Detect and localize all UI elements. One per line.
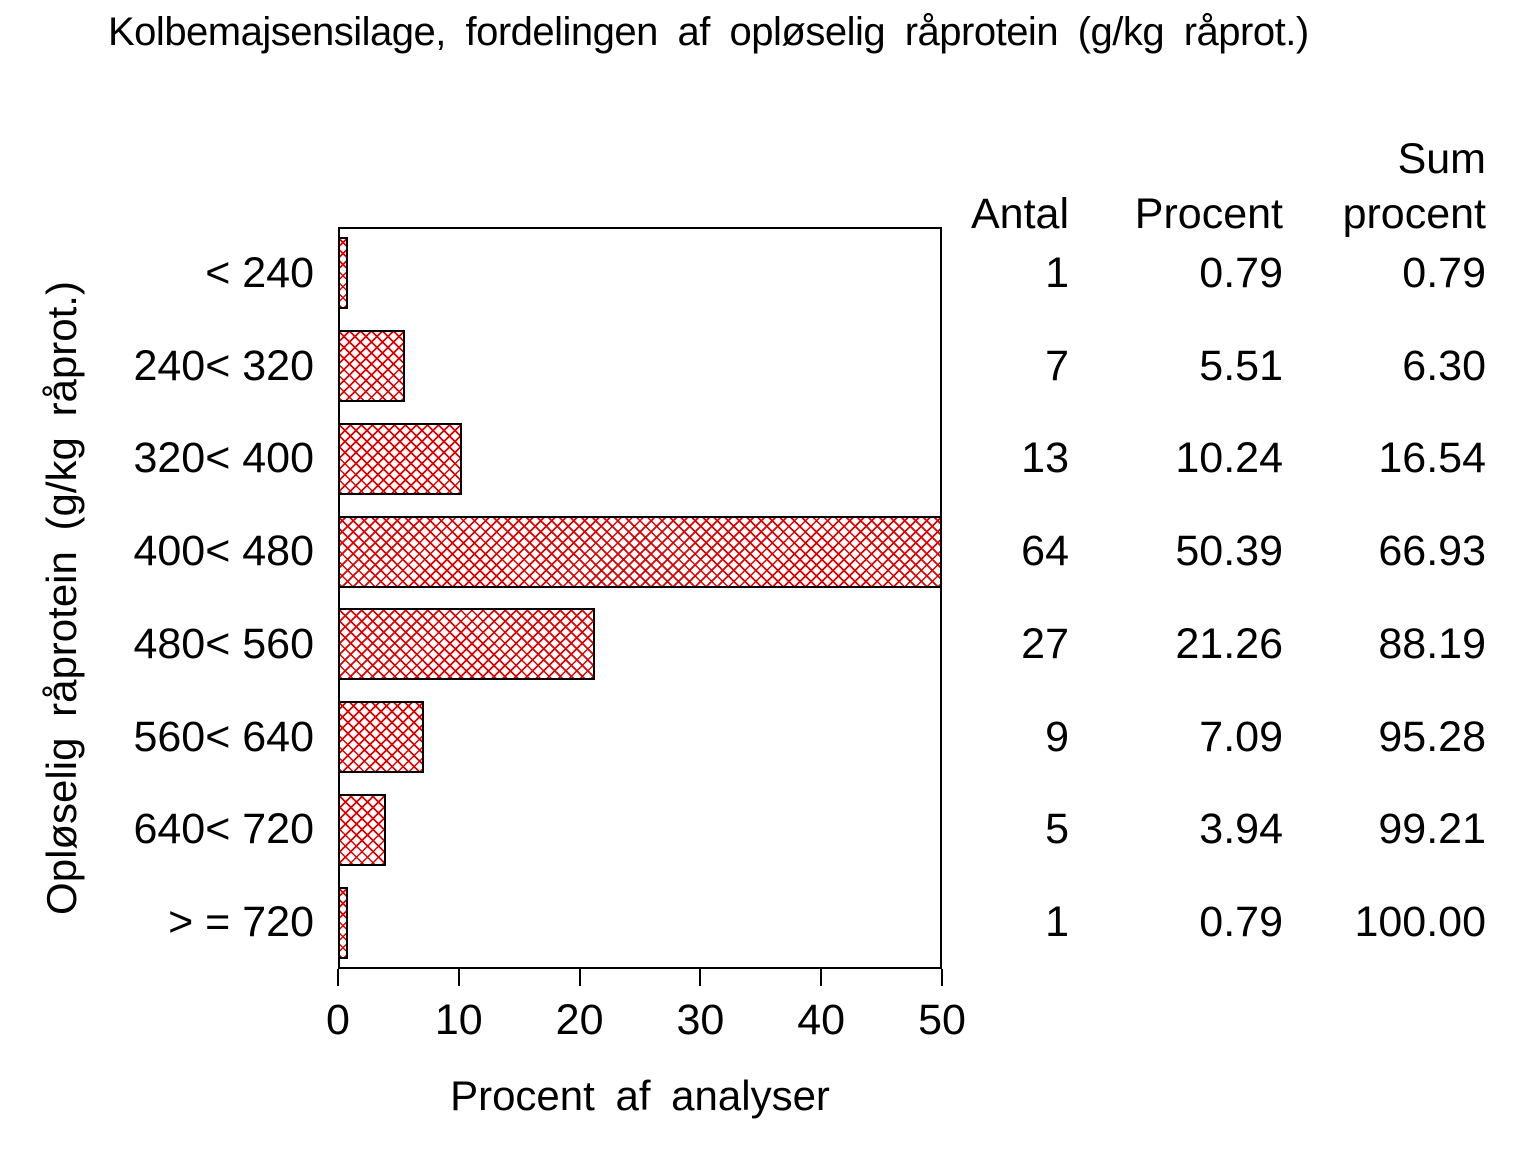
sum-procent-cell: 16.54 — [1378, 434, 1486, 483]
table-header-row: Antal Procent Sum procent — [0, 0, 1486, 242]
x-tick — [820, 969, 823, 986]
x-axis-ticks — [337, 969, 943, 987]
procent-cell: 5.51 — [1199, 341, 1283, 390]
antal-cell: 1 — [1045, 248, 1069, 297]
table-row: 400< 480 64 50.39 66.93 — [0, 505, 1486, 598]
antal-cell: 5 — [1045, 805, 1069, 854]
category-label: < 240 — [205, 248, 314, 297]
category-label: 320< 400 — [133, 434, 314, 483]
column-header-sum-line1: Sum — [1397, 134, 1486, 183]
sum-procent-cell: 100.00 — [1354, 898, 1486, 947]
category-label: 480< 560 — [133, 619, 314, 668]
category-label: 240< 320 — [133, 341, 314, 390]
category-label: > = 720 — [168, 898, 314, 947]
procent-cell: 7.09 — [1199, 712, 1283, 761]
table-row: < 240 1 0.79 0.79 — [0, 227, 1486, 320]
x-tick-label: 20 — [555, 996, 604, 1044]
procent-cell: 50.39 — [1175, 527, 1283, 576]
sum-procent-cell: 0.79 — [1402, 248, 1486, 297]
category-label: 640< 720 — [133, 805, 314, 854]
x-tick — [578, 969, 581, 986]
procent-cell: 10.24 — [1175, 434, 1283, 483]
bar — [338, 701, 424, 774]
x-tick — [457, 969, 460, 986]
bar-track — [338, 876, 942, 969]
x-tick-label: 0 — [326, 996, 350, 1044]
sum-procent-cell: 95.28 — [1378, 712, 1486, 761]
antal-cell: 27 — [1021, 619, 1069, 668]
x-axis-label: Procent af analyser — [450, 1072, 830, 1119]
bar — [338, 515, 942, 588]
x-tick-label: 30 — [676, 996, 725, 1044]
bar-track — [338, 320, 942, 413]
antal-cell: 1 — [1045, 898, 1069, 947]
antal-cell: 13 — [1021, 434, 1069, 483]
antal-cell: 9 — [1045, 712, 1069, 761]
chart-title: Kolbemajsensilage, fordelingen af opløse… — [108, 10, 1309, 54]
bar-track — [338, 784, 942, 877]
bar — [338, 237, 348, 310]
column-header-sum-line2: procent — [1342, 189, 1486, 238]
x-tick — [337, 969, 339, 986]
column-header-antal: Antal — [970, 189, 1069, 238]
bar — [338, 422, 462, 495]
sum-procent-cell: 99.21 — [1378, 805, 1486, 854]
table-row: 640< 720 5 3.94 99.21 — [0, 784, 1486, 877]
sum-procent-cell: 6.30 — [1402, 341, 1486, 390]
column-header-procent: Procent — [1134, 189, 1283, 238]
table-row: 560< 640 9 7.09 95.28 — [0, 691, 1486, 784]
bar-track — [338, 691, 942, 784]
x-tick — [941, 969, 943, 986]
antal-cell: 64 — [1021, 527, 1069, 576]
bar — [338, 886, 348, 959]
bar-track — [338, 505, 942, 598]
category-label: 560< 640 — [133, 712, 314, 761]
table-row: > = 720 1 0.79 100.00 — [0, 876, 1486, 969]
procent-cell: 3.94 — [1199, 805, 1283, 854]
x-tick-label: 40 — [797, 996, 846, 1044]
x-tick-label: 50 — [918, 996, 966, 1044]
table-row: 240< 320 7 5.51 6.30 — [0, 320, 1486, 413]
chart-rows: < 240 1 0.79 0.79 240< 320 7 5.51 6.30 3… — [0, 227, 1486, 969]
table-row: 320< 400 13 10.24 16.54 — [0, 413, 1486, 506]
bar-track — [338, 413, 942, 506]
table-row: 480< 560 27 21.26 88.19 — [0, 598, 1486, 691]
procent-cell: 21.26 — [1175, 619, 1283, 668]
bar — [338, 608, 595, 681]
bar-track — [338, 598, 942, 691]
sum-procent-cell: 88.19 — [1378, 619, 1486, 668]
category-label: 400< 480 — [133, 527, 314, 576]
procent-cell: 0.79 — [1199, 248, 1283, 297]
x-tick — [699, 969, 702, 986]
y-axis-label: Opløselig råprotein (g/kg råprot.) — [38, 281, 85, 915]
procent-cell: 0.79 — [1199, 898, 1283, 947]
bar-track — [338, 227, 942, 320]
column-header-sum-procent: Sum procent — [1283, 132, 1486, 242]
x-axis-tick-labels: 0 10 20 30 40 50 — [326, 996, 966, 1048]
bar — [338, 330, 405, 403]
x-tick-label: 10 — [434, 996, 483, 1044]
sum-procent-cell: 66.93 — [1378, 527, 1486, 576]
bar — [338, 793, 386, 866]
antal-cell: 7 — [1045, 341, 1069, 390]
